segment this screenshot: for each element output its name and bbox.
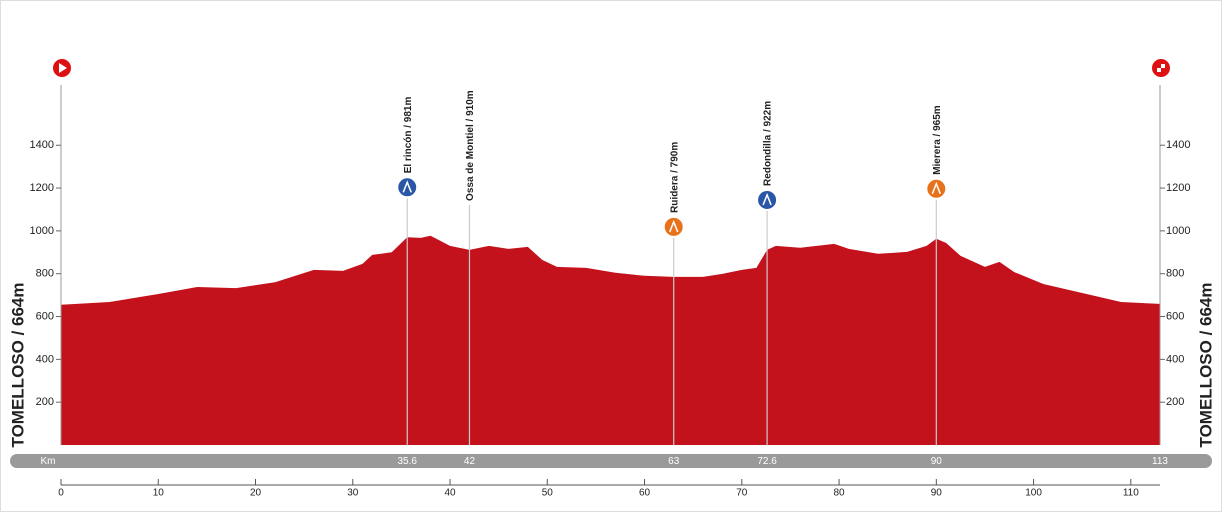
km-label: Km [41,456,56,467]
point-icon-glyph [762,192,772,206]
x-tick-label: 50 [542,488,554,499]
y-tick-label: 200 [36,396,54,408]
y-tick-label: 200 [1166,396,1184,408]
km-bar [10,454,1212,468]
x-tick-label: 0 [58,488,64,499]
point-icon-glyph [931,181,942,195]
y-tick-label: 1200 [30,182,54,194]
point-label: Redondilla / 922m [763,101,774,186]
x-tick-label: 30 [347,488,359,499]
y-tick-label: 1400 [30,139,54,151]
point-icon [756,188,779,211]
y-tick-label: 800 [1166,268,1184,280]
x-tick-label: 100 [1025,488,1042,499]
point-icon [925,177,948,200]
x-tick-label: 40 [444,488,456,499]
x-tick-label: 10 [153,488,165,499]
point-km: 90 [931,456,943,467]
y-tick-label: 600 [36,310,54,322]
y-tick-label: 600 [1166,310,1184,322]
point-km: 42 [464,456,476,467]
y-tick-label: 1000 [1166,225,1190,237]
x-tick-label: 90 [931,488,943,499]
y-tick-label: 1200 [1166,182,1190,194]
point-icon-glyph [402,180,412,193]
y-tick-label: 1400 [1166,139,1190,151]
distance-label: 113 [1152,456,1168,467]
y-tick-label: 800 [36,268,54,280]
x-tick-label: 20 [250,488,262,499]
point-icon [662,215,685,238]
point-km: 63 [668,456,680,467]
start-icon [51,57,73,79]
elevation-area [61,235,1160,445]
x-tick-label: 60 [639,488,651,499]
y-tick-label: 400 [1166,353,1184,365]
finish-icon [1150,57,1172,79]
y-tick-label: 1000 [30,225,54,237]
point-label: Ossa de Montiel / 910m [465,90,476,201]
point-km: 35.6 [397,456,417,467]
finish-label: TOMELLOSO / 664m [1196,282,1215,447]
x-tick-label: 110 [1123,488,1139,499]
point-icon-glyph [669,219,679,233]
x-tick-label: 70 [736,488,748,499]
point-label: El rincón / 981m [403,97,414,174]
point-label: Mierera / 965m [932,105,943,175]
start-label: TOMELLOSO / 664m [8,282,27,447]
point-label: Ruidera / 790m [669,142,680,213]
y-tick-label: 400 [36,353,54,365]
x-tick-label: 80 [833,488,845,499]
point-km: 72.6 [757,456,777,467]
point-icon [396,176,419,199]
